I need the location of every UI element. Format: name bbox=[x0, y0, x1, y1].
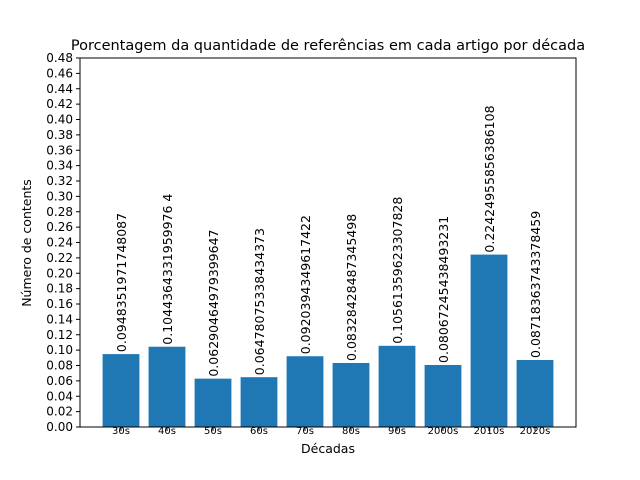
x-tick-label: 2000s bbox=[428, 426, 459, 437]
y-tick-label: 0.02 bbox=[46, 405, 73, 419]
y-tick-label: 0.32 bbox=[46, 174, 73, 188]
y-tick-label: 0.28 bbox=[46, 205, 73, 219]
x-axis: 30s 40s 50s 60s 70s 80s 90s 2000s 2010s 2020s bbox=[112, 426, 550, 437]
bar bbox=[470, 254, 508, 427]
y-tick-label: 0.04 bbox=[46, 389, 73, 403]
x-tick-label: 50s bbox=[204, 426, 222, 437]
bar bbox=[286, 356, 324, 427]
y-tick-label: 0.26 bbox=[46, 220, 73, 234]
x-tick-label: 2020s bbox=[520, 426, 551, 437]
bar bbox=[240, 377, 278, 427]
bar bbox=[332, 362, 370, 427]
bar-value-label: 0.1044364331959976 4 bbox=[160, 194, 175, 345]
y-tick-label: 0.36 bbox=[46, 143, 73, 157]
x-tick-label: 40s bbox=[158, 426, 176, 437]
chart-title: Porcentagem da quantidade de referências… bbox=[71, 38, 585, 54]
y-tick-label: 0.16 bbox=[46, 297, 73, 311]
y-tick-label: 0.08 bbox=[46, 359, 73, 373]
y-tick-label: 0.42 bbox=[46, 97, 73, 111]
x-tick-label: 2010s bbox=[474, 426, 505, 437]
bar bbox=[102, 354, 140, 427]
bar-value-label: 0.22424955856386108 bbox=[482, 105, 497, 252]
x-tick-label: 80s bbox=[342, 426, 360, 437]
bars bbox=[102, 254, 554, 427]
x-tick-label: 60s bbox=[250, 426, 268, 437]
bar-value-label: 0.0920394349617422 bbox=[298, 215, 313, 354]
y-tick-label: 0.40 bbox=[46, 113, 73, 127]
x-tick-label: 30s bbox=[112, 426, 130, 437]
bar-value-label: 0.08067245438493231 bbox=[436, 216, 451, 363]
bar-value-label: 0.06478075338434373 bbox=[252, 228, 267, 375]
plot-frame bbox=[79, 57, 577, 428]
y-tick-label: 0.34 bbox=[46, 159, 73, 173]
y-tick-label: 0.22 bbox=[46, 251, 73, 265]
bar bbox=[378, 345, 416, 427]
y-tick-label: 0.38 bbox=[46, 128, 73, 142]
y-tick-label: 0.30 bbox=[46, 189, 73, 203]
y-tick-label: 0.00 bbox=[46, 420, 73, 434]
y-axis-label: Número de contents bbox=[19, 179, 34, 307]
bar bbox=[148, 346, 186, 427]
x-tick-label: 70s bbox=[296, 426, 314, 437]
bar-value-label: 0.06290464979399647 bbox=[206, 230, 221, 377]
y-tick-label: 0.24 bbox=[46, 236, 73, 250]
y-tick-label: 0.12 bbox=[46, 328, 73, 342]
bar bbox=[194, 378, 232, 427]
bar-value-label: 0.10561359623307828 bbox=[390, 197, 405, 344]
y-tick-label: 0.10 bbox=[46, 343, 73, 357]
bar bbox=[424, 364, 462, 427]
y-tick-label: 0.14 bbox=[46, 312, 73, 326]
data-labels: 0.0948351971748087 0.1044364331959976 4 0.… bbox=[114, 105, 543, 376]
y-tick-label: 0.48 bbox=[46, 51, 73, 65]
x-tick-label: 90s bbox=[388, 426, 406, 437]
bar bbox=[516, 359, 554, 427]
y-tick-label: 0.18 bbox=[46, 282, 73, 296]
y-tick-label: 0.46 bbox=[46, 66, 73, 80]
x-axis-label: Décadas bbox=[301, 441, 355, 456]
bar-value-label: 0.0948351971748087 bbox=[114, 213, 129, 352]
y-axis: 0.000.02 0.040.060.08 0.100.12 0.140.160.18… bbox=[46, 51, 80, 434]
y-tick-label: 0.44 bbox=[46, 82, 73, 96]
y-tick-label: 0.06 bbox=[46, 374, 73, 388]
bar-value-label: 0.08328428487345498 bbox=[344, 214, 359, 361]
y-tick-label: 0.20 bbox=[46, 266, 73, 280]
bar-value-label: 0.08718363743378459 bbox=[528, 211, 543, 358]
